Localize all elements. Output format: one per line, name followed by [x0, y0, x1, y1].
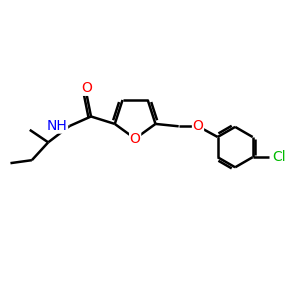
- Text: NH: NH: [47, 119, 68, 133]
- Text: O: O: [193, 119, 203, 133]
- Text: O: O: [81, 81, 92, 95]
- Text: O: O: [130, 132, 141, 146]
- Text: Cl: Cl: [272, 150, 286, 164]
